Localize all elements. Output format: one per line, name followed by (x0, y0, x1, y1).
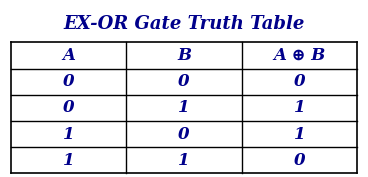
Text: 0: 0 (294, 152, 305, 169)
Text: 0: 0 (63, 99, 74, 116)
Text: 0: 0 (63, 73, 74, 90)
Text: 1: 1 (63, 152, 74, 169)
Text: 1: 1 (294, 126, 305, 143)
Text: B: B (177, 47, 191, 64)
Text: 0: 0 (294, 73, 305, 90)
Text: 0: 0 (178, 73, 190, 90)
Text: 1: 1 (178, 152, 190, 169)
Text: EX-OR Gate Truth Table: EX-OR Gate Truth Table (63, 15, 305, 33)
Text: 1: 1 (63, 126, 74, 143)
Text: A ⊕ B: A ⊕ B (273, 47, 325, 64)
Text: 1: 1 (294, 99, 305, 116)
Text: A: A (62, 47, 75, 64)
Text: 0: 0 (178, 126, 190, 143)
Text: 1: 1 (178, 99, 190, 116)
